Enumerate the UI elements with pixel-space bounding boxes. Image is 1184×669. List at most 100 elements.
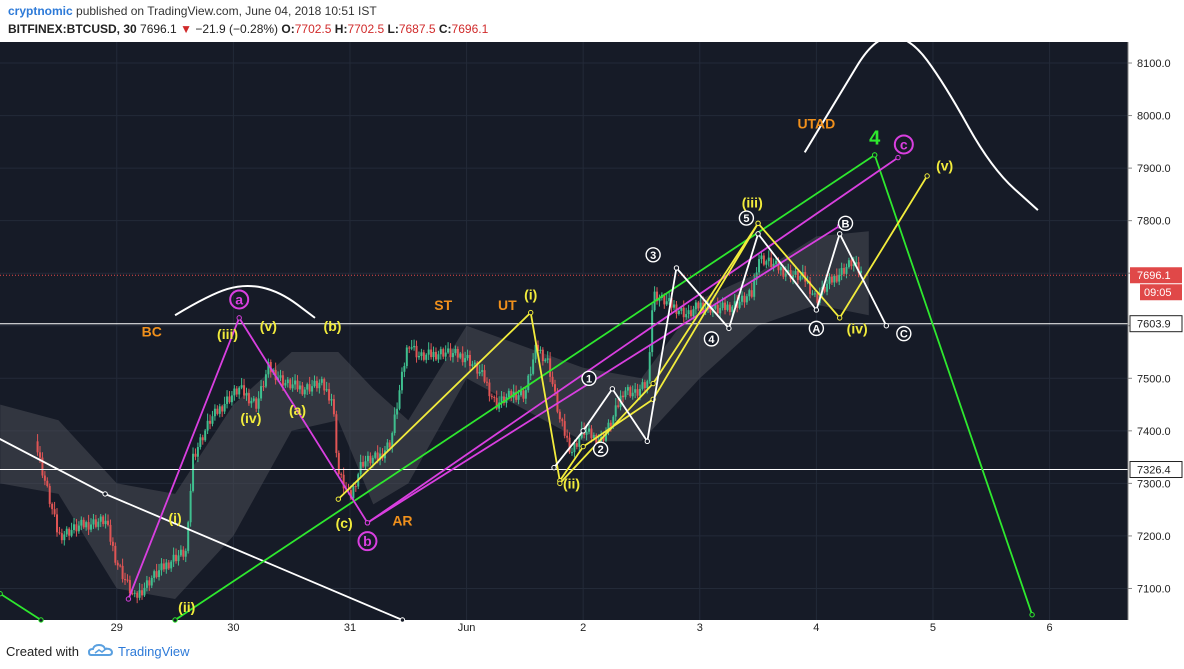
- candle-body: [323, 379, 326, 391]
- candle-body: [230, 395, 233, 403]
- candle-body: [609, 422, 612, 427]
- candle-body: [328, 389, 331, 401]
- candle-body: [213, 408, 216, 417]
- tradingview-cloud-icon[interactable]: [88, 642, 114, 658]
- trendline-anchor: [609, 386, 616, 392]
- candle-body: [301, 385, 304, 395]
- publish-info: published on TradingView.com, June 04, 2…: [76, 4, 377, 18]
- candle-body: [65, 528, 68, 535]
- candle-body: [468, 354, 471, 366]
- candle-body: [145, 580, 148, 588]
- candle-body: [471, 364, 474, 366]
- candle-body: [85, 522, 88, 528]
- candle-body: [767, 257, 770, 262]
- candle-body: [48, 485, 51, 504]
- candle-body: [510, 390, 513, 398]
- candle-body: [325, 389, 328, 391]
- x-tick-label: 31: [344, 622, 356, 634]
- close-value: 7696.1: [451, 22, 489, 36]
- candle-body: [728, 304, 731, 312]
- trendline-anchor: [726, 325, 732, 332]
- candle-body: [308, 384, 311, 392]
- level-price-tag: [1129, 461, 1183, 479]
- candle-body: [427, 349, 430, 355]
- candle-body: [379, 453, 382, 460]
- candle-body: [750, 290, 753, 297]
- wave-circle-label: C: [900, 329, 908, 341]
- candle-body: [70, 530, 73, 536]
- candle-body: [391, 433, 394, 448]
- trendline-anchor: [836, 315, 843, 321]
- candle-body: [439, 349, 442, 355]
- candle-body: [563, 421, 566, 436]
- wave-circle-marker: [837, 215, 854, 231]
- candle-body: [77, 525, 80, 532]
- wave-label: (v): [936, 158, 953, 174]
- wave-label: AR: [392, 512, 412, 528]
- candle-body: [410, 347, 413, 349]
- price-chart[interactable]: (i) (ii) (iii) (iv) (v) (a) (b) (c) (i) (ii) (iii)…: [0, 42, 1184, 634]
- trendline-anchor: [364, 520, 371, 526]
- candle-body: [466, 354, 469, 359]
- candle-body: [762, 255, 765, 265]
- candle-body: [697, 302, 700, 309]
- candle-body: [420, 352, 423, 356]
- candle-body: [262, 386, 265, 388]
- candle-body: [51, 503, 54, 510]
- candle-body: [459, 353, 462, 358]
- candle-body: [97, 521, 100, 527]
- candle-body: [252, 398, 255, 401]
- candle-body: [860, 270, 863, 273]
- candle-body: [286, 379, 289, 384]
- wave-circle-label: 2: [598, 444, 604, 456]
- open-label: O:: [281, 22, 295, 36]
- candle-body: [665, 301, 668, 305]
- x-tick-label: 2: [580, 622, 586, 634]
- wave-label: (iv): [240, 410, 261, 426]
- candle-body: [794, 271, 797, 275]
- candle-body: [194, 453, 197, 457]
- candle-body: [843, 267, 846, 274]
- candle-body: [714, 304, 717, 309]
- wave-label: 4: [869, 127, 881, 149]
- wave-circle-label: 4: [708, 334, 715, 346]
- candle-body: [656, 291, 659, 302]
- candle-body: [250, 400, 253, 404]
- candle-body: [342, 474, 345, 489]
- candle-body: [177, 555, 180, 562]
- candle-body: [160, 563, 163, 571]
- candle-body: [349, 490, 352, 499]
- trendline-anchor: [399, 617, 406, 623]
- wave-circle-marker: [645, 247, 661, 263]
- candle-body: [362, 461, 365, 467]
- candle-body: [408, 347, 411, 349]
- trendline-magenta: [367, 225, 841, 524]
- trendline-anchor: [755, 231, 761, 237]
- wave-circle-marker: [357, 531, 378, 552]
- tradingview-link[interactable]: TradingView: [118, 644, 190, 659]
- candle-body: [442, 349, 445, 357]
- countdown-tag: [1140, 284, 1182, 301]
- wave-circle-label: A: [812, 323, 820, 335]
- candle-body: [218, 406, 221, 414]
- publish-line: cryptnomic published on TradingView.com,…: [8, 4, 377, 18]
- candle-body: [366, 455, 369, 462]
- candle-body: [437, 354, 440, 360]
- author-link[interactable]: cryptnomic: [8, 4, 73, 18]
- candle-body: [721, 302, 724, 308]
- candle-body: [840, 267, 843, 275]
- candle-body: [425, 354, 428, 360]
- wave-circle-label: 5: [743, 213, 749, 225]
- trendline-green: [0, 592, 42, 621]
- candle-body: [364, 461, 367, 467]
- price-axis[interactable]: [1128, 42, 1184, 634]
- candle-body: [196, 447, 199, 457]
- time-axis[interactable]: [0, 620, 1128, 634]
- candle-body: [114, 545, 117, 563]
- candle-body: [568, 437, 571, 453]
- candle-body: [73, 524, 76, 531]
- candle-body: [770, 257, 773, 268]
- candle-body: [478, 371, 481, 374]
- candle-body: [731, 306, 734, 312]
- candle-body: [677, 310, 680, 315]
